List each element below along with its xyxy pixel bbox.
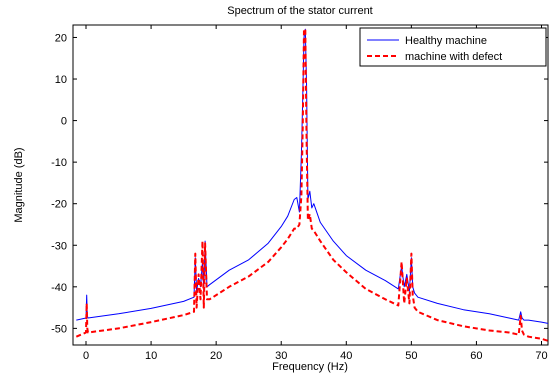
x-tick-label: 0 bbox=[83, 350, 89, 362]
y-tick-label: 0 bbox=[61, 116, 67, 128]
legend: Healthy machine machine with defect bbox=[359, 27, 547, 67]
x-tick-label: 60 bbox=[470, 350, 482, 362]
x-tick-label: 30 bbox=[275, 350, 287, 362]
y-tick-label: 10 bbox=[55, 74, 67, 86]
x-tick-label: 50 bbox=[405, 350, 417, 362]
legend-label-defect: machine with defect bbox=[405, 51, 502, 63]
y-tick-label: -30 bbox=[51, 240, 67, 252]
chart-title: Spectrum of the stator current bbox=[227, 5, 373, 17]
x-axis-label: Frequency (Hz) bbox=[272, 361, 348, 373]
legend-label-healthy: Healthy machine bbox=[405, 35, 487, 47]
y-tick-label: 20 bbox=[55, 32, 67, 44]
series-layer bbox=[75, 28, 548, 342]
x-tick-label: 20 bbox=[210, 350, 222, 362]
plot-area: 0 10 20 30 40 50 60 70 -50 -40 -30 -20 -10 0 10 20 bbox=[51, 24, 549, 362]
series-line-defect bbox=[75, 28, 548, 342]
y-tick-label: -50 bbox=[51, 323, 67, 335]
x-tick-label: 40 bbox=[340, 350, 352, 362]
x-tick-label: 10 bbox=[145, 350, 157, 362]
y-tick-label: -10 bbox=[51, 157, 67, 169]
y-tick-label: -20 bbox=[51, 199, 67, 211]
legend-box bbox=[359, 27, 547, 67]
tick-layer: 0 10 20 30 40 50 60 70 -50 -40 -30 -20 -10 0 10 20 bbox=[51, 25, 548, 362]
y-axis-label: Magnitude (dB) bbox=[13, 147, 25, 222]
x-tick-label: 70 bbox=[535, 350, 547, 362]
y-tick-label: -40 bbox=[51, 282, 67, 294]
plot-frame bbox=[72, 24, 549, 346]
